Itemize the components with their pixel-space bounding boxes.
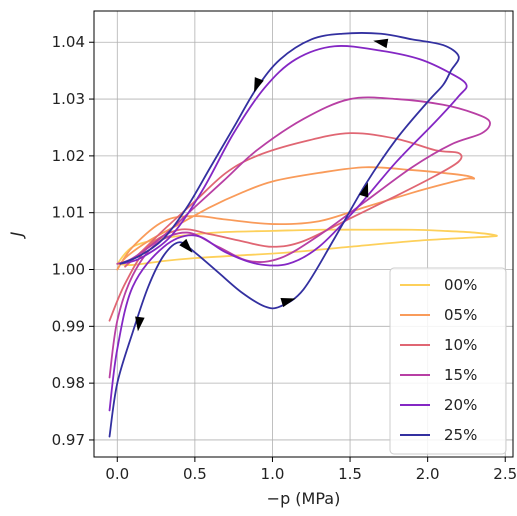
x-tick-label: 0.5 (183, 465, 207, 483)
series-line-2 (108, 132, 463, 322)
series-line-1 (116, 166, 476, 271)
direction-arrow (254, 77, 264, 93)
series-line-4 (108, 45, 468, 412)
legend-label: 00% (444, 276, 477, 294)
y-axis-label: J (7, 231, 26, 239)
x-tick-label: 2.0 (416, 465, 440, 483)
x-tick-label: 1.0 (261, 465, 285, 483)
y-tick-label: 1.02 (52, 147, 85, 165)
y-axis-ticks: 0.97 0.98 0.99 1.00 1.01 1.02 1.03 1.04 (52, 33, 94, 449)
direction-arrow (135, 316, 145, 332)
series-layer (108, 32, 498, 438)
x-tick-label: 1.5 (338, 465, 362, 483)
y-tick-label: 1.03 (52, 90, 85, 108)
y-tick-label: 1.04 (52, 33, 85, 51)
x-tick-label: 2.5 (493, 465, 517, 483)
legend-label: 10% (444, 336, 477, 354)
legend-label: 25% (444, 426, 477, 444)
y-tick-label: 0.97 (52, 431, 85, 449)
series-line-0 (116, 228, 498, 266)
direction-arrow (179, 238, 193, 253)
direction-arrow (359, 182, 369, 198)
direction-arrow (373, 38, 389, 49)
y-tick-label: 0.98 (52, 374, 85, 392)
y-tick-label: 0.99 (52, 317, 85, 335)
y-tick-label: 1.00 (52, 261, 85, 279)
x-tick-label: 0.0 (105, 465, 129, 483)
direction-arrows (135, 38, 389, 332)
legend: 00% 05% 10% 15% 20% 25% (389, 267, 507, 455)
plot-frame (93, 10, 514, 458)
series-line-3 (108, 96, 491, 379)
direction-arrow (280, 297, 296, 308)
series-line-5 (108, 32, 460, 438)
x-axis-ticks: 0.0 0.5 1.0 1.5 2.0 2.5 (105, 457, 517, 483)
legend-label: 05% (444, 306, 477, 324)
x-axis-label: −p (MPa) (267, 489, 341, 508)
legend-label: 20% (444, 396, 477, 414)
legend-label: 15% (444, 366, 477, 384)
y-tick-label: 1.01 (52, 204, 85, 222)
